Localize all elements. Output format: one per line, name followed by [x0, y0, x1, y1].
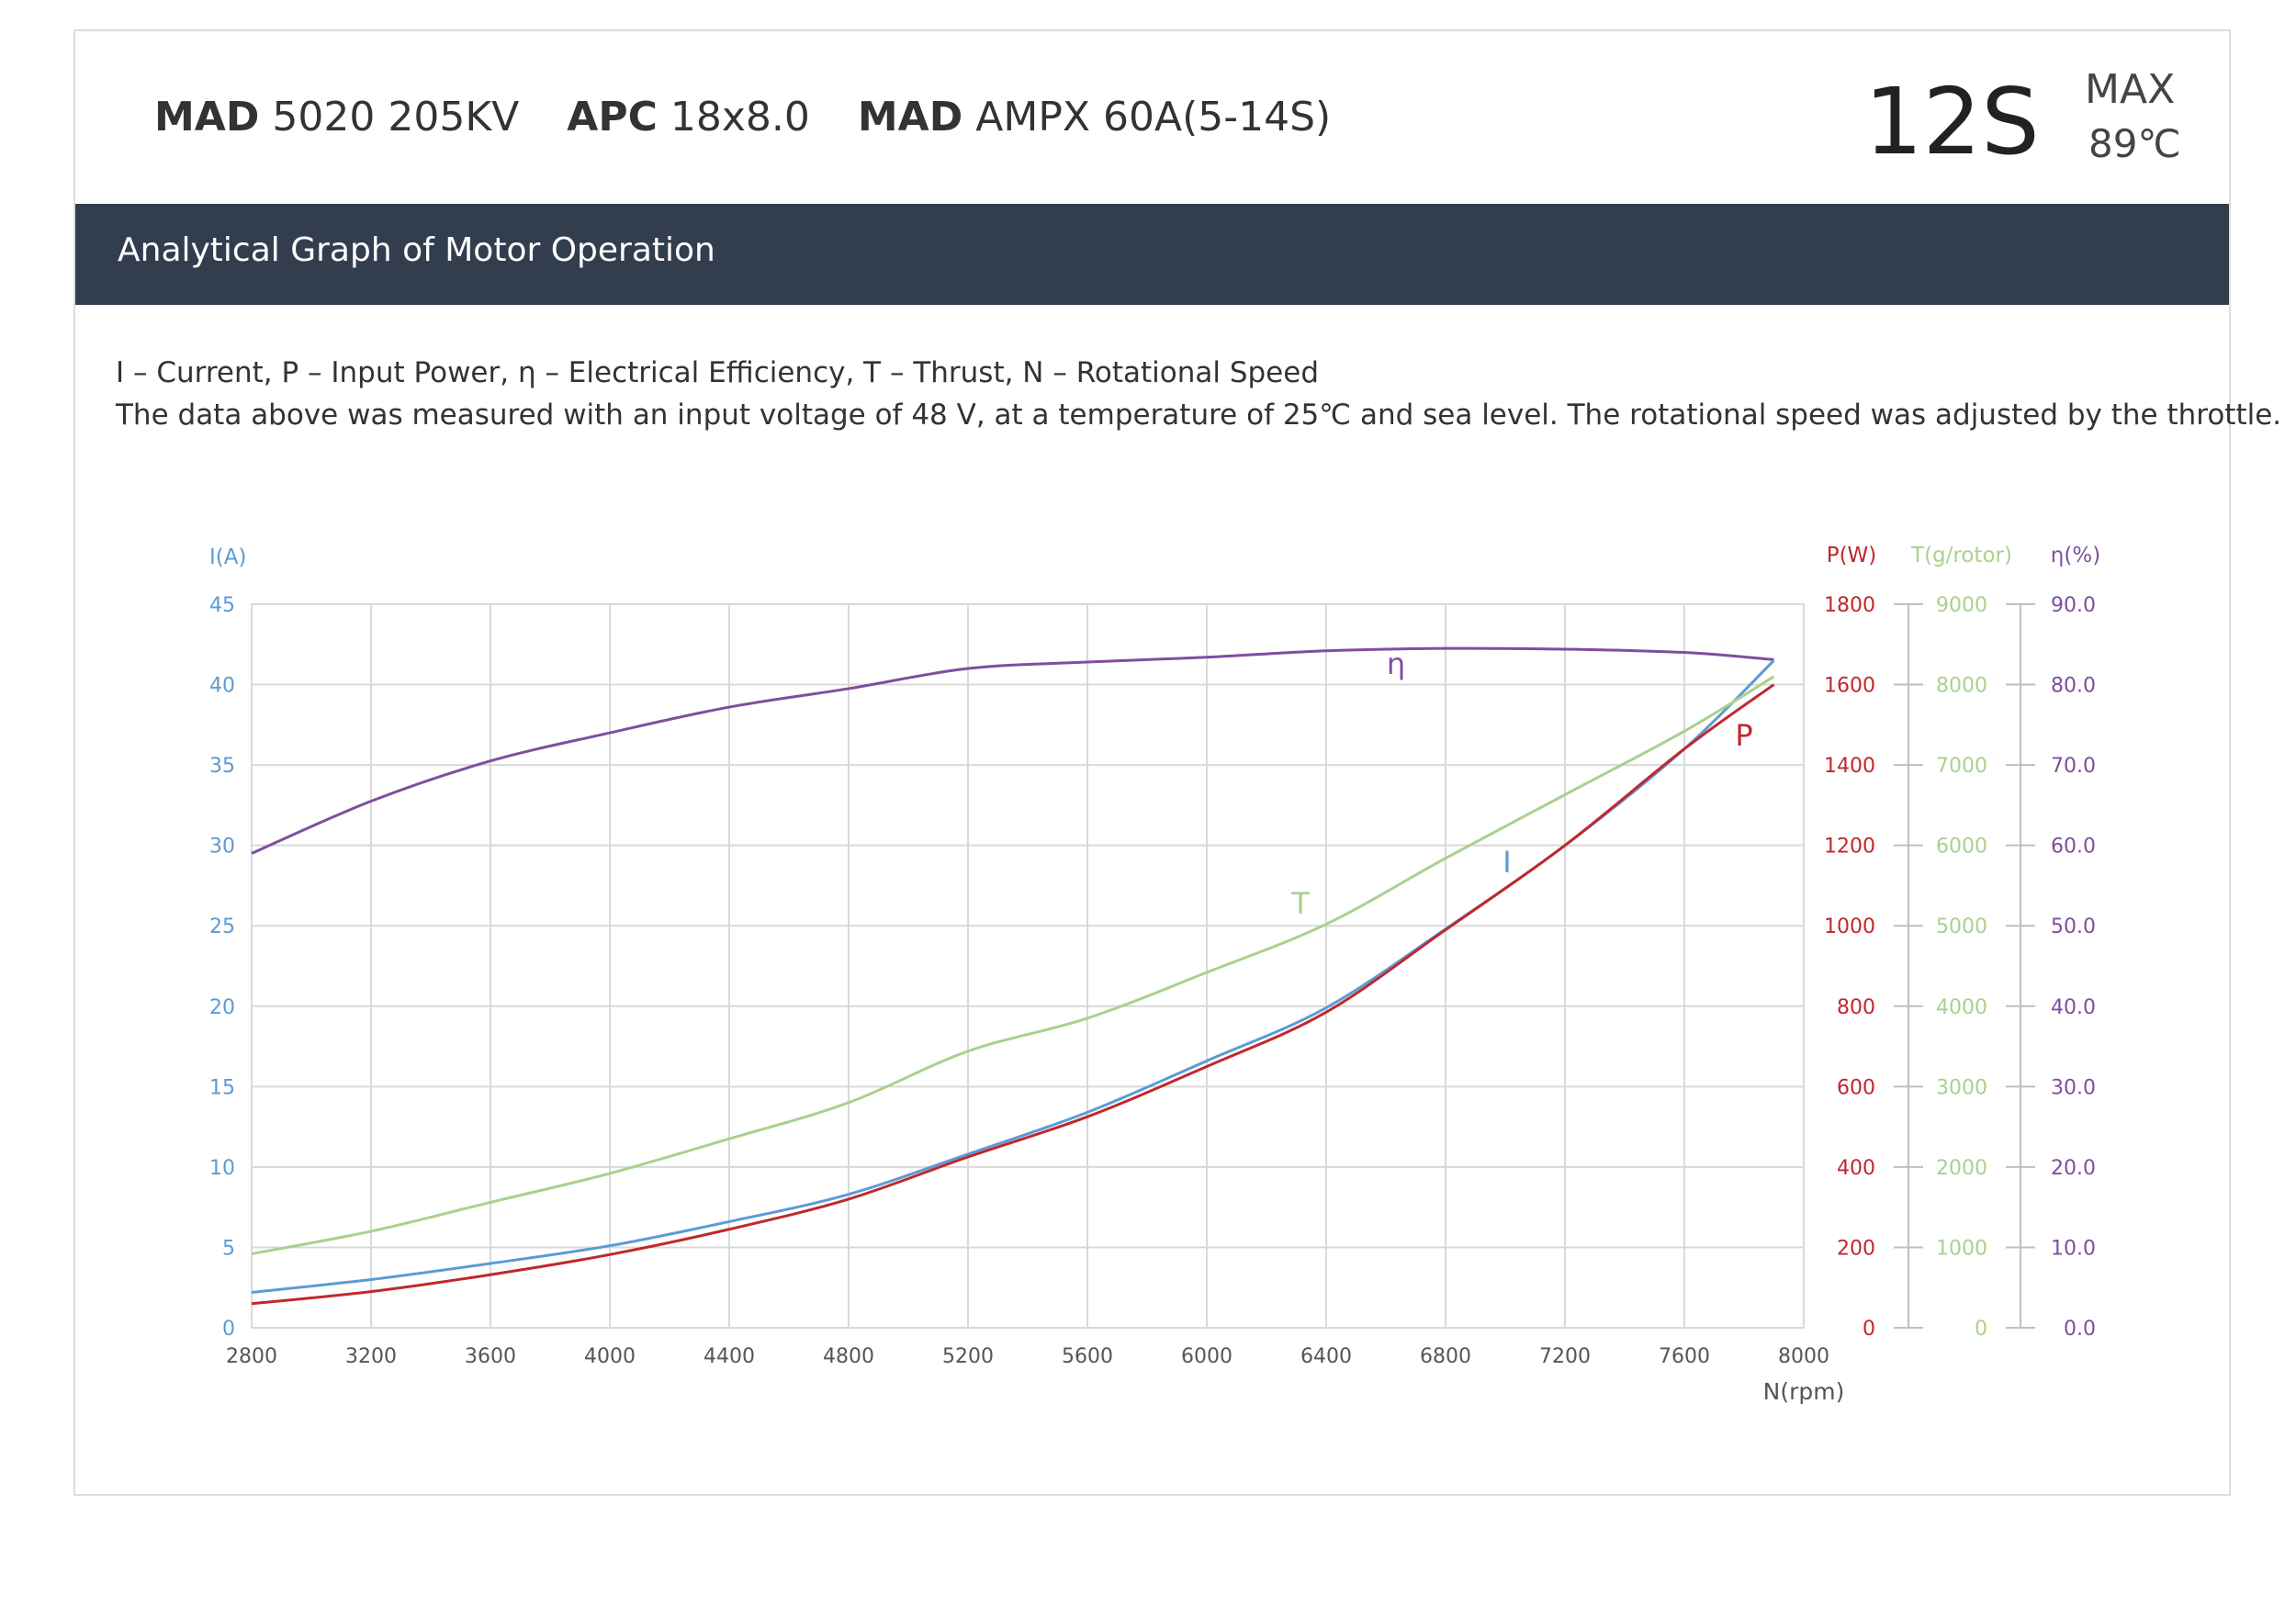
current-tick-label: 5	[222, 1237, 235, 1260]
thrust-tick-label: 0	[1975, 1318, 1987, 1341]
x-tick-label: 3200	[345, 1345, 397, 1368]
efficiency-tick-label: 10.0	[2051, 1237, 2096, 1260]
esc-model: AMPX 60A(5-14S)	[975, 94, 1332, 140]
x-tick-label: 3600	[465, 1345, 516, 1368]
x-tick-label: 4400	[703, 1345, 755, 1368]
max-temp-label: MAX	[2085, 66, 2176, 113]
propeller-model: 18x8.0	[670, 94, 810, 140]
efficiency-tick-label: 90.0	[2051, 594, 2096, 617]
x-tick-label: 7200	[1539, 1345, 1591, 1368]
power-tick-label: 800	[1837, 996, 1875, 1019]
x-tick-label: 6000	[1181, 1345, 1232, 1368]
current-tick-label: 10	[209, 1157, 235, 1180]
test-conditions-note: The data above was measured with an inpu…	[116, 399, 2282, 432]
x-tick-label: 7600	[1659, 1345, 1710, 1368]
thrust-tick-label: 3000	[1936, 1076, 1987, 1099]
efficiency-tick-label: 50.0	[2051, 915, 2096, 938]
section-banner: Analytical Graph of Motor Operation	[75, 204, 2229, 305]
x-axis-title: N(rpm)	[1763, 1378, 1845, 1405]
efficiency-tick-label: 40.0	[2051, 996, 2096, 1019]
power-tick-label: 1400	[1824, 755, 1875, 778]
propeller-spec: APC 18x8.0	[567, 94, 810, 140]
power-tick-label: 600	[1837, 1076, 1875, 1099]
current-tick-label: 25	[209, 915, 235, 938]
legend-description: I – Current, P – Input Power, η – Electr…	[116, 356, 1319, 389]
x-tick-label: 8000	[1778, 1345, 1829, 1368]
propeller-brand: APC	[567, 94, 658, 140]
thrust-tick-label: 4000	[1936, 996, 1987, 1019]
thrust-tick-label: 8000	[1936, 675, 1987, 698]
current-tick-label: 20	[209, 996, 235, 1019]
motor-data-card: MAD 5020 205KV APC 18x8.0 MAD AMPX 60A(5-1…	[73, 29, 2281, 1496]
current-tick-label: 40	[209, 675, 235, 698]
x-tick-label: 5200	[942, 1345, 994, 1368]
esc-brand: MAD	[857, 94, 963, 140]
efficiency-tick-label: 30.0	[2051, 1076, 2096, 1099]
thrust-tick-label: 2000	[1936, 1157, 1987, 1180]
series-annotation: I	[1503, 845, 1511, 880]
power-tick-label: 1200	[1824, 836, 1875, 859]
current-tick-label: 30	[209, 836, 235, 859]
efficiency-tick-label: 60.0	[2051, 836, 2096, 859]
efficiency-tick-label: 70.0	[2051, 755, 2096, 778]
x-tick-label: 2800	[226, 1345, 277, 1368]
x-tick-label: 5600	[1062, 1345, 1113, 1368]
thrust-tick-label: 9000	[1936, 594, 1987, 617]
plot-frame	[251, 603, 1805, 1329]
thrust-tick-label: 1000	[1936, 1237, 1987, 1260]
current-tick-label: 35	[209, 755, 235, 778]
series-annotation: η	[1387, 646, 1405, 681]
motor-model: 5020 205KV	[272, 94, 520, 140]
current-tick-label: 0	[222, 1318, 235, 1341]
series-line-thrust	[251, 675, 1775, 1255]
series-line-efficiency	[251, 646, 1774, 855]
max-temp-value: 89℃	[2088, 121, 2181, 166]
efficiency-tick-label: 20.0	[2051, 1157, 2096, 1180]
efficiency-axis-title: η(%)	[2051, 544, 2100, 567]
thrust-tick-label: 7000	[1936, 755, 1987, 778]
power-tick-label: 1800	[1824, 594, 1875, 617]
series-line-current	[251, 659, 1775, 1294]
esc-spec: MAD AMPX 60A(5-14S)	[858, 94, 1331, 140]
motor-brand: MAD	[154, 94, 260, 140]
section-title: Analytical Graph of Motor Operation	[118, 231, 715, 269]
efficiency-tick-label: 0.0	[2064, 1318, 2096, 1341]
current-tick-label: 15	[209, 1076, 235, 1099]
x-tick-label: 4000	[584, 1345, 636, 1368]
thrust-axis-title: T(g/rotor)	[1910, 544, 2012, 567]
power-tick-label: 1000	[1824, 915, 1875, 938]
power-axis-title: P(W)	[1827, 544, 1877, 567]
series-annotation: P	[1735, 718, 1752, 753]
thrust-tick-label: 6000	[1936, 836, 1987, 859]
power-tick-label: 400	[1837, 1157, 1875, 1180]
x-tick-label: 6800	[1420, 1345, 1471, 1368]
cell-count: 12S	[1864, 68, 2040, 175]
spec-row: MAD 5020 205KV APC 18x8.0 MAD AMPX 60A(5-1…	[154, 94, 1379, 140]
x-tick-label: 4800	[823, 1345, 874, 1368]
series-line-power	[251, 683, 1775, 1306]
power-tick-label: 1600	[1824, 675, 1875, 698]
series-annotation: T	[1290, 886, 1310, 921]
current-tick-label: 45	[209, 594, 235, 617]
power-tick-label: 0	[1863, 1318, 1875, 1341]
efficiency-tick-label: 80.0	[2051, 675, 2096, 698]
power-tick-label: 200	[1837, 1237, 1875, 1260]
x-tick-label: 6400	[1300, 1345, 1352, 1368]
thrust-tick-label: 5000	[1936, 915, 1987, 938]
motor-spec: MAD 5020 205KV	[154, 94, 519, 140]
current-axis-title: I(A)	[209, 545, 246, 569]
